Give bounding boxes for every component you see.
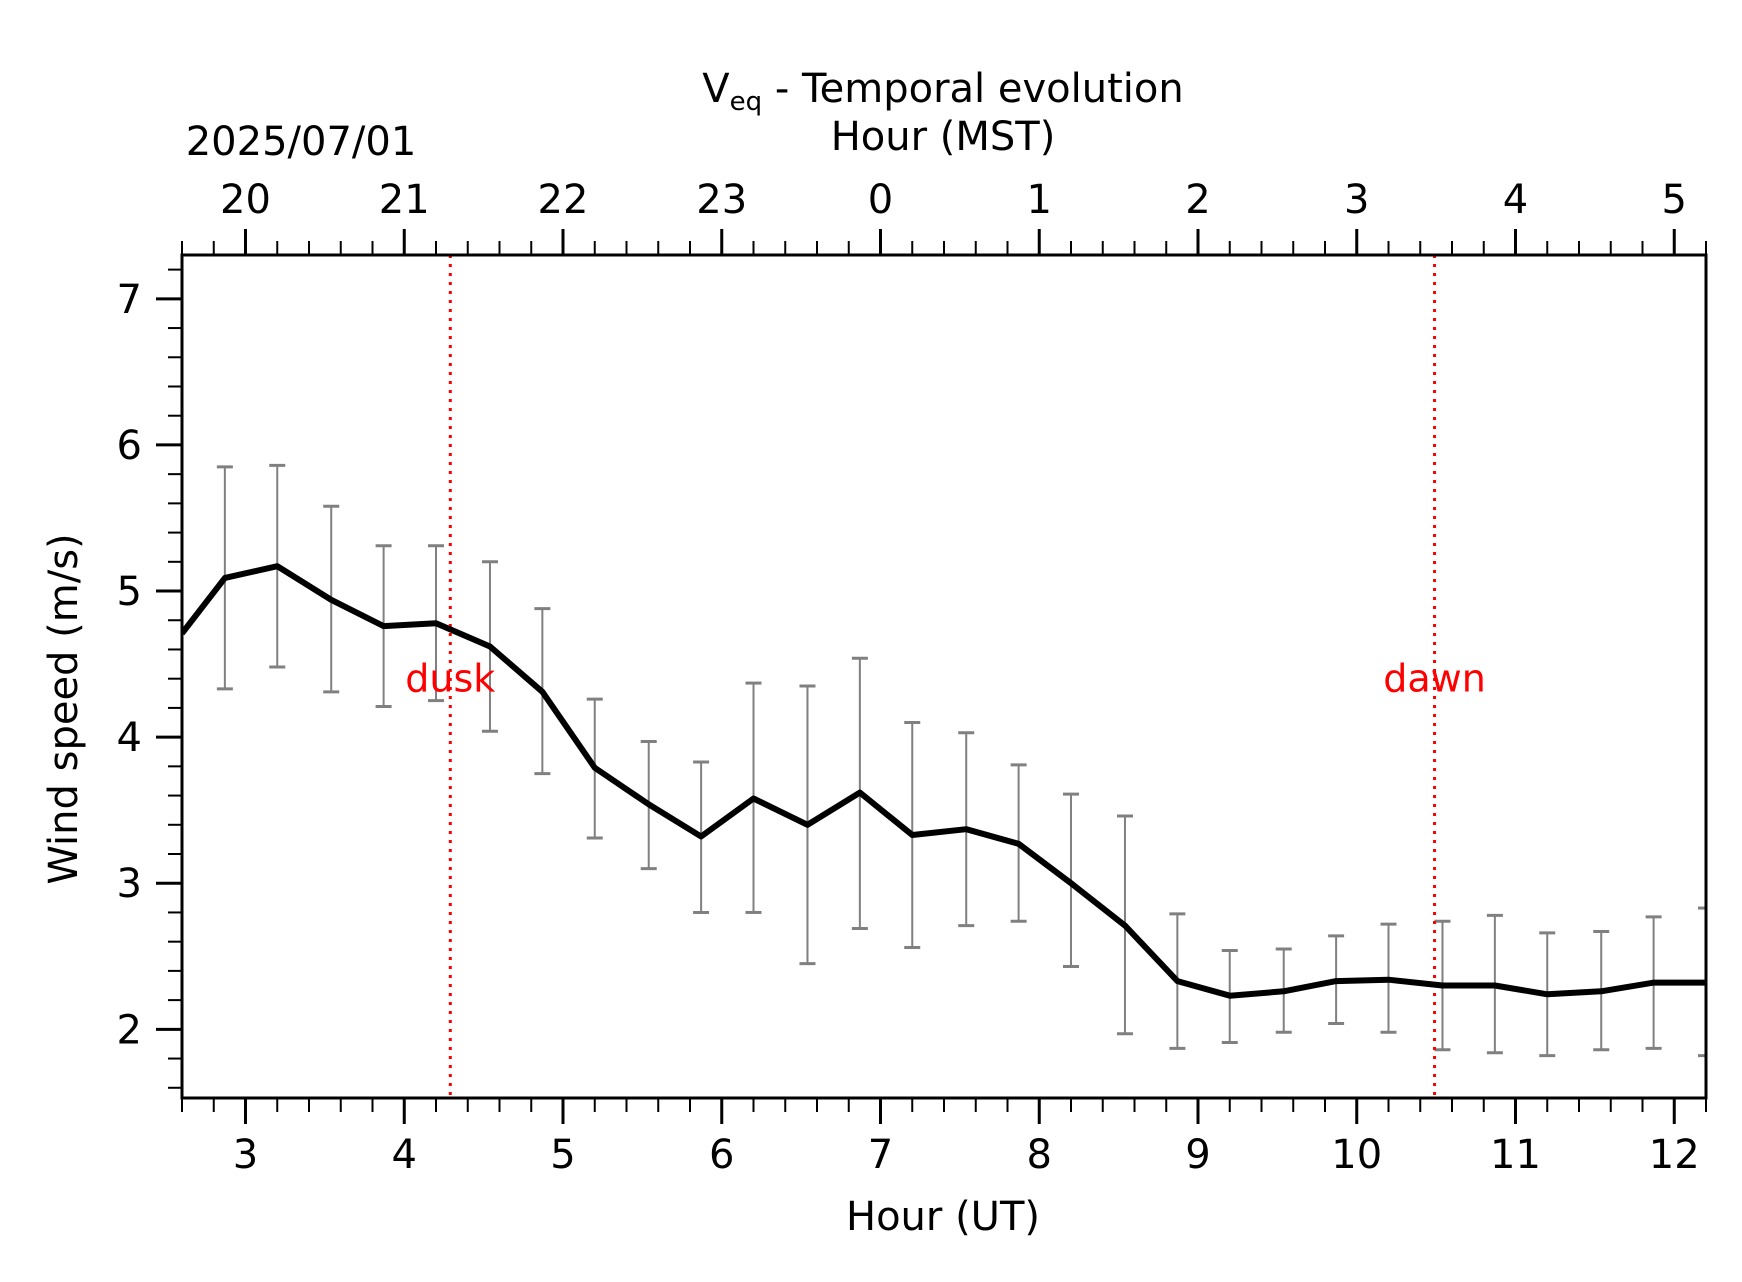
y-tick-label: 6 [117, 423, 142, 469]
x-tick-label: 6 [709, 1132, 734, 1178]
y-tick-label: 7 [117, 277, 142, 323]
y-tick-label: 2 [117, 1007, 142, 1053]
x2-tick-label: 0 [868, 177, 893, 223]
x-tick-label: 4 [392, 1132, 417, 1178]
x-tick-label: 10 [1331, 1132, 1382, 1178]
y-axis-label: Wind speed (m/s) [41, 533, 87, 884]
x2-tick-label: 5 [1662, 177, 1687, 223]
x-tick-label: 9 [1185, 1132, 1210, 1178]
x-tick-label: 7 [868, 1132, 893, 1178]
x-axis-label: Hour (UT) [846, 1194, 1040, 1240]
x-tick-label: 8 [1027, 1132, 1052, 1178]
x-tick-label: 12 [1649, 1132, 1700, 1178]
plot-area [182, 255, 1706, 1098]
top-axis-label: Hour (MST) [831, 114, 1056, 160]
x-tick-label: 11 [1490, 1132, 1541, 1178]
x2-tick-label: 4 [1503, 177, 1528, 223]
plot-clip-group [182, 255, 1706, 1098]
wind-speed-line [182, 563, 1706, 999]
x2-tick-label: 1 [1027, 177, 1052, 223]
x2-tick-label: 23 [696, 177, 747, 223]
chart-title: Veq - Temporal evolution [702, 66, 1183, 117]
chart-title-subscript: eq [730, 87, 763, 117]
x2-tick-label: 22 [538, 177, 589, 223]
x2-tick-label: 21 [379, 177, 430, 223]
dusk-label: dusk [405, 657, 495, 701]
x2-tick-label: 2 [1185, 177, 1210, 223]
y-tick-label: 5 [117, 569, 142, 615]
y-tick-label: 3 [117, 861, 142, 907]
y-tick-label: 4 [117, 715, 142, 761]
chart-title-suffix: - Temporal evolution [762, 66, 1184, 112]
x2-tick-label: 20 [220, 177, 271, 223]
x-tick-label: 3 [233, 1132, 258, 1178]
dawn-label: dawn [1383, 657, 1486, 701]
date-label: 2025/07/01 [186, 119, 417, 165]
x-tick-label: 5 [550, 1132, 575, 1178]
x2-tick-label: 3 [1344, 177, 1369, 223]
